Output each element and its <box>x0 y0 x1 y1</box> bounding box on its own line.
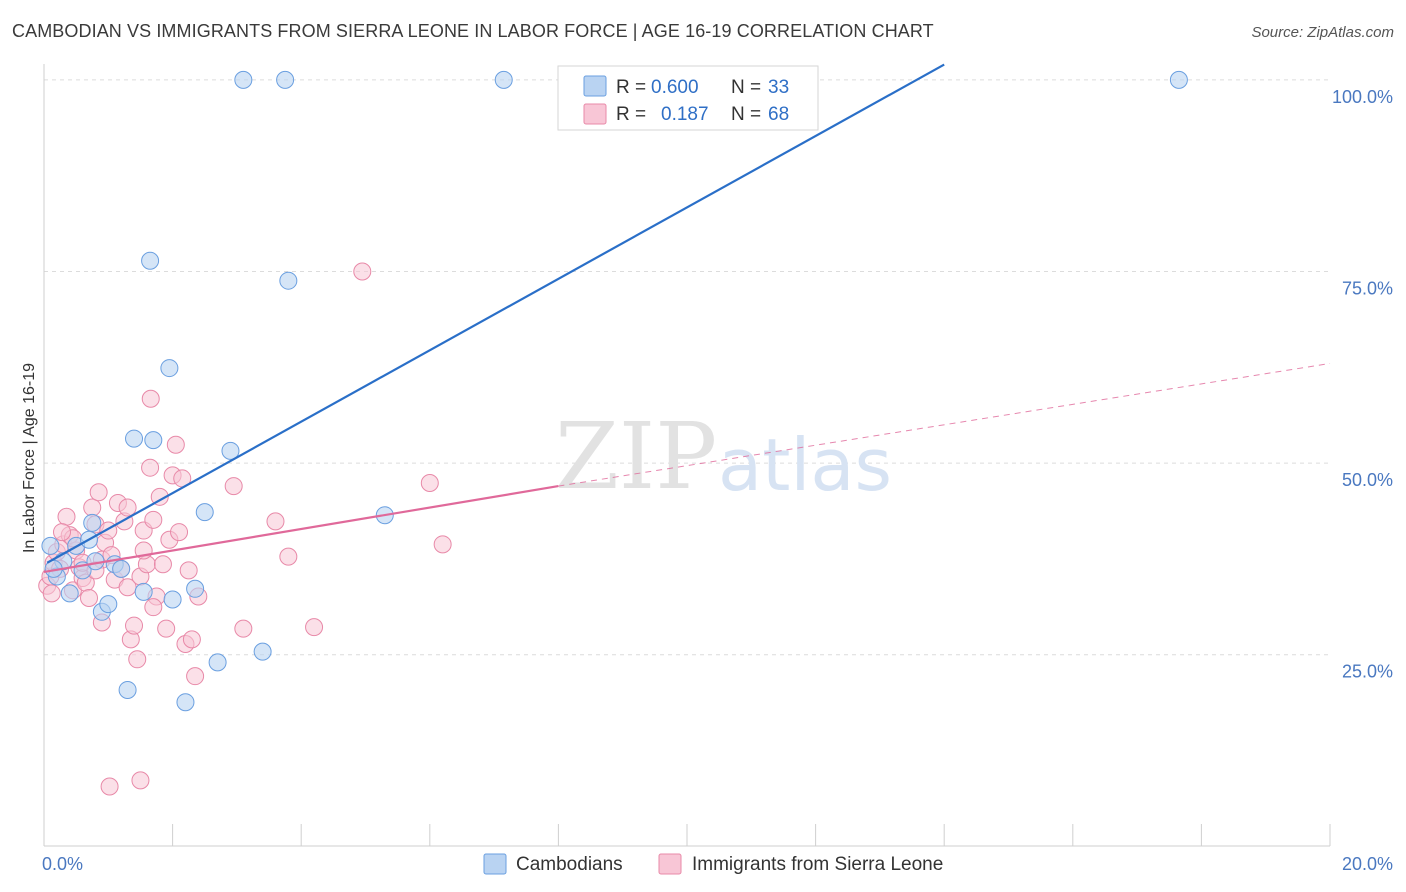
x-tick-label-1: 20.0% <box>1342 854 1393 874</box>
watermark-atlas: atlas <box>718 423 892 507</box>
pink-point-52 <box>279 547 298 566</box>
blue-point-0 <box>41 536 60 555</box>
y-tick-label-2: 75.0% <box>1342 279 1393 299</box>
y-tick-labels: 25.0% 50.0% 75.0% 100.0% <box>1332 87 1393 682</box>
pink-point-35 <box>150 487 169 506</box>
series-legend-sierra-leone: Immigrants from Sierra Leone <box>692 854 943 875</box>
pink-point-61 <box>118 498 137 517</box>
pink-point-28 <box>128 650 147 669</box>
legend-r-value-2: 0.187 <box>661 104 709 125</box>
chart-title: CAMBODIAN VS IMMIGRANTS FROM SIERRA LEON… <box>12 21 934 41</box>
legend-r-value-1: 0.600 <box>651 77 699 98</box>
blue-point-18 <box>160 359 179 378</box>
blue-point-25 <box>234 70 253 89</box>
pink-point-33 <box>144 510 163 529</box>
blue-point-22 <box>195 503 214 522</box>
legend-swatch-pink <box>583 103 607 125</box>
pink-point-65 <box>53 523 72 542</box>
blue-point-24 <box>221 441 240 460</box>
pink-point-48 <box>141 389 160 408</box>
blue-point-28 <box>279 271 298 290</box>
blue-point-20 <box>176 693 195 712</box>
pink-point-45 <box>182 630 201 649</box>
blue-trend-line <box>46 63 945 564</box>
blue-points <box>41 70 1188 712</box>
pink-point-40 <box>166 435 185 454</box>
legend-r-label-2: R = <box>616 104 646 125</box>
pink-point-32 <box>141 458 160 477</box>
pink-point-58 <box>131 771 150 790</box>
series-legend: Cambodians Immigrants from Sierra Leone <box>483 853 943 875</box>
blue-point-12 <box>112 559 131 578</box>
pink-trend-line-extension <box>558 362 1331 487</box>
gridlines <box>44 79 1330 656</box>
legend-n-value-1: 33 <box>768 77 789 98</box>
series-legend-swatch-sierra-leone <box>658 853 682 875</box>
blue-point-31 <box>1169 70 1188 89</box>
pink-point-49 <box>224 477 243 496</box>
pink-point-27 <box>125 616 144 635</box>
pink-point-51 <box>266 512 285 531</box>
pink-point-54 <box>353 262 372 281</box>
x-tick-label-0: 0.0% <box>42 854 83 874</box>
pink-point-41 <box>170 523 189 542</box>
pink-point-50 <box>234 619 253 638</box>
blue-point-21 <box>186 579 205 598</box>
blue-point-8 <box>86 552 105 571</box>
pink-point-55 <box>420 474 439 493</box>
blue-point-3 <box>60 584 79 603</box>
pink-point-46 <box>186 667 205 686</box>
pink-point-53 <box>305 618 324 637</box>
pink-point-36 <box>153 555 172 574</box>
axes <box>43 64 1331 847</box>
legend-n-label-2: N = <box>731 104 761 125</box>
blue-point-19 <box>163 590 182 609</box>
legend-swatch-blue <box>583 75 607 97</box>
y-tick-label-0: 25.0% <box>1342 662 1393 682</box>
x-tick-labels: 0.0% 20.0% <box>42 854 1393 874</box>
blue-point-14 <box>125 429 144 448</box>
pink-point-6 <box>57 507 76 526</box>
watermark-zip: ZIP <box>555 403 717 510</box>
blue-point-17 <box>144 431 163 450</box>
series-legend-cambodians: Cambodians <box>516 854 623 875</box>
blue-point-15 <box>134 582 153 601</box>
pink-point-14 <box>83 498 102 517</box>
pink-point-56 <box>433 535 452 554</box>
pink-point-37 <box>157 619 176 638</box>
blue-point-7 <box>83 513 102 532</box>
pink-point-67 <box>42 584 61 603</box>
pink-points <box>38 262 452 796</box>
pink-point-16 <box>89 483 108 502</box>
y-tick-label-1: 50.0% <box>1342 470 1393 490</box>
blue-point-27 <box>276 70 295 89</box>
legend-r-label-1: R = <box>616 77 646 98</box>
blue-point-26 <box>253 642 272 661</box>
pink-trend-line <box>43 485 559 574</box>
blue-point-23 <box>208 653 227 672</box>
watermark: ZIP atlas <box>555 403 892 510</box>
pink-point-63 <box>144 598 163 617</box>
pink-point-13 <box>80 588 99 607</box>
blue-point-30 <box>494 70 513 89</box>
pink-point-44 <box>179 561 198 580</box>
correlation-legend: R = 0.600 N = 33 R = 0.187 N = 68 <box>557 65 819 131</box>
blue-point-13 <box>118 680 137 699</box>
legend-n-value-2: 68 <box>768 104 789 125</box>
blue-point-10 <box>99 595 118 614</box>
y-axis-title: In Labor Force | Age 16-19 <box>21 363 38 553</box>
blue-point-16 <box>141 251 160 270</box>
trend-lines <box>43 63 1331 574</box>
series-legend-swatch-cambodians <box>483 853 507 875</box>
source-label: Source: ZipAtlas.com <box>1251 24 1394 41</box>
pink-point-57 <box>100 777 119 796</box>
legend-n-label-1: N = <box>731 77 761 98</box>
y-tick-label-3: 100.0% <box>1332 87 1393 107</box>
